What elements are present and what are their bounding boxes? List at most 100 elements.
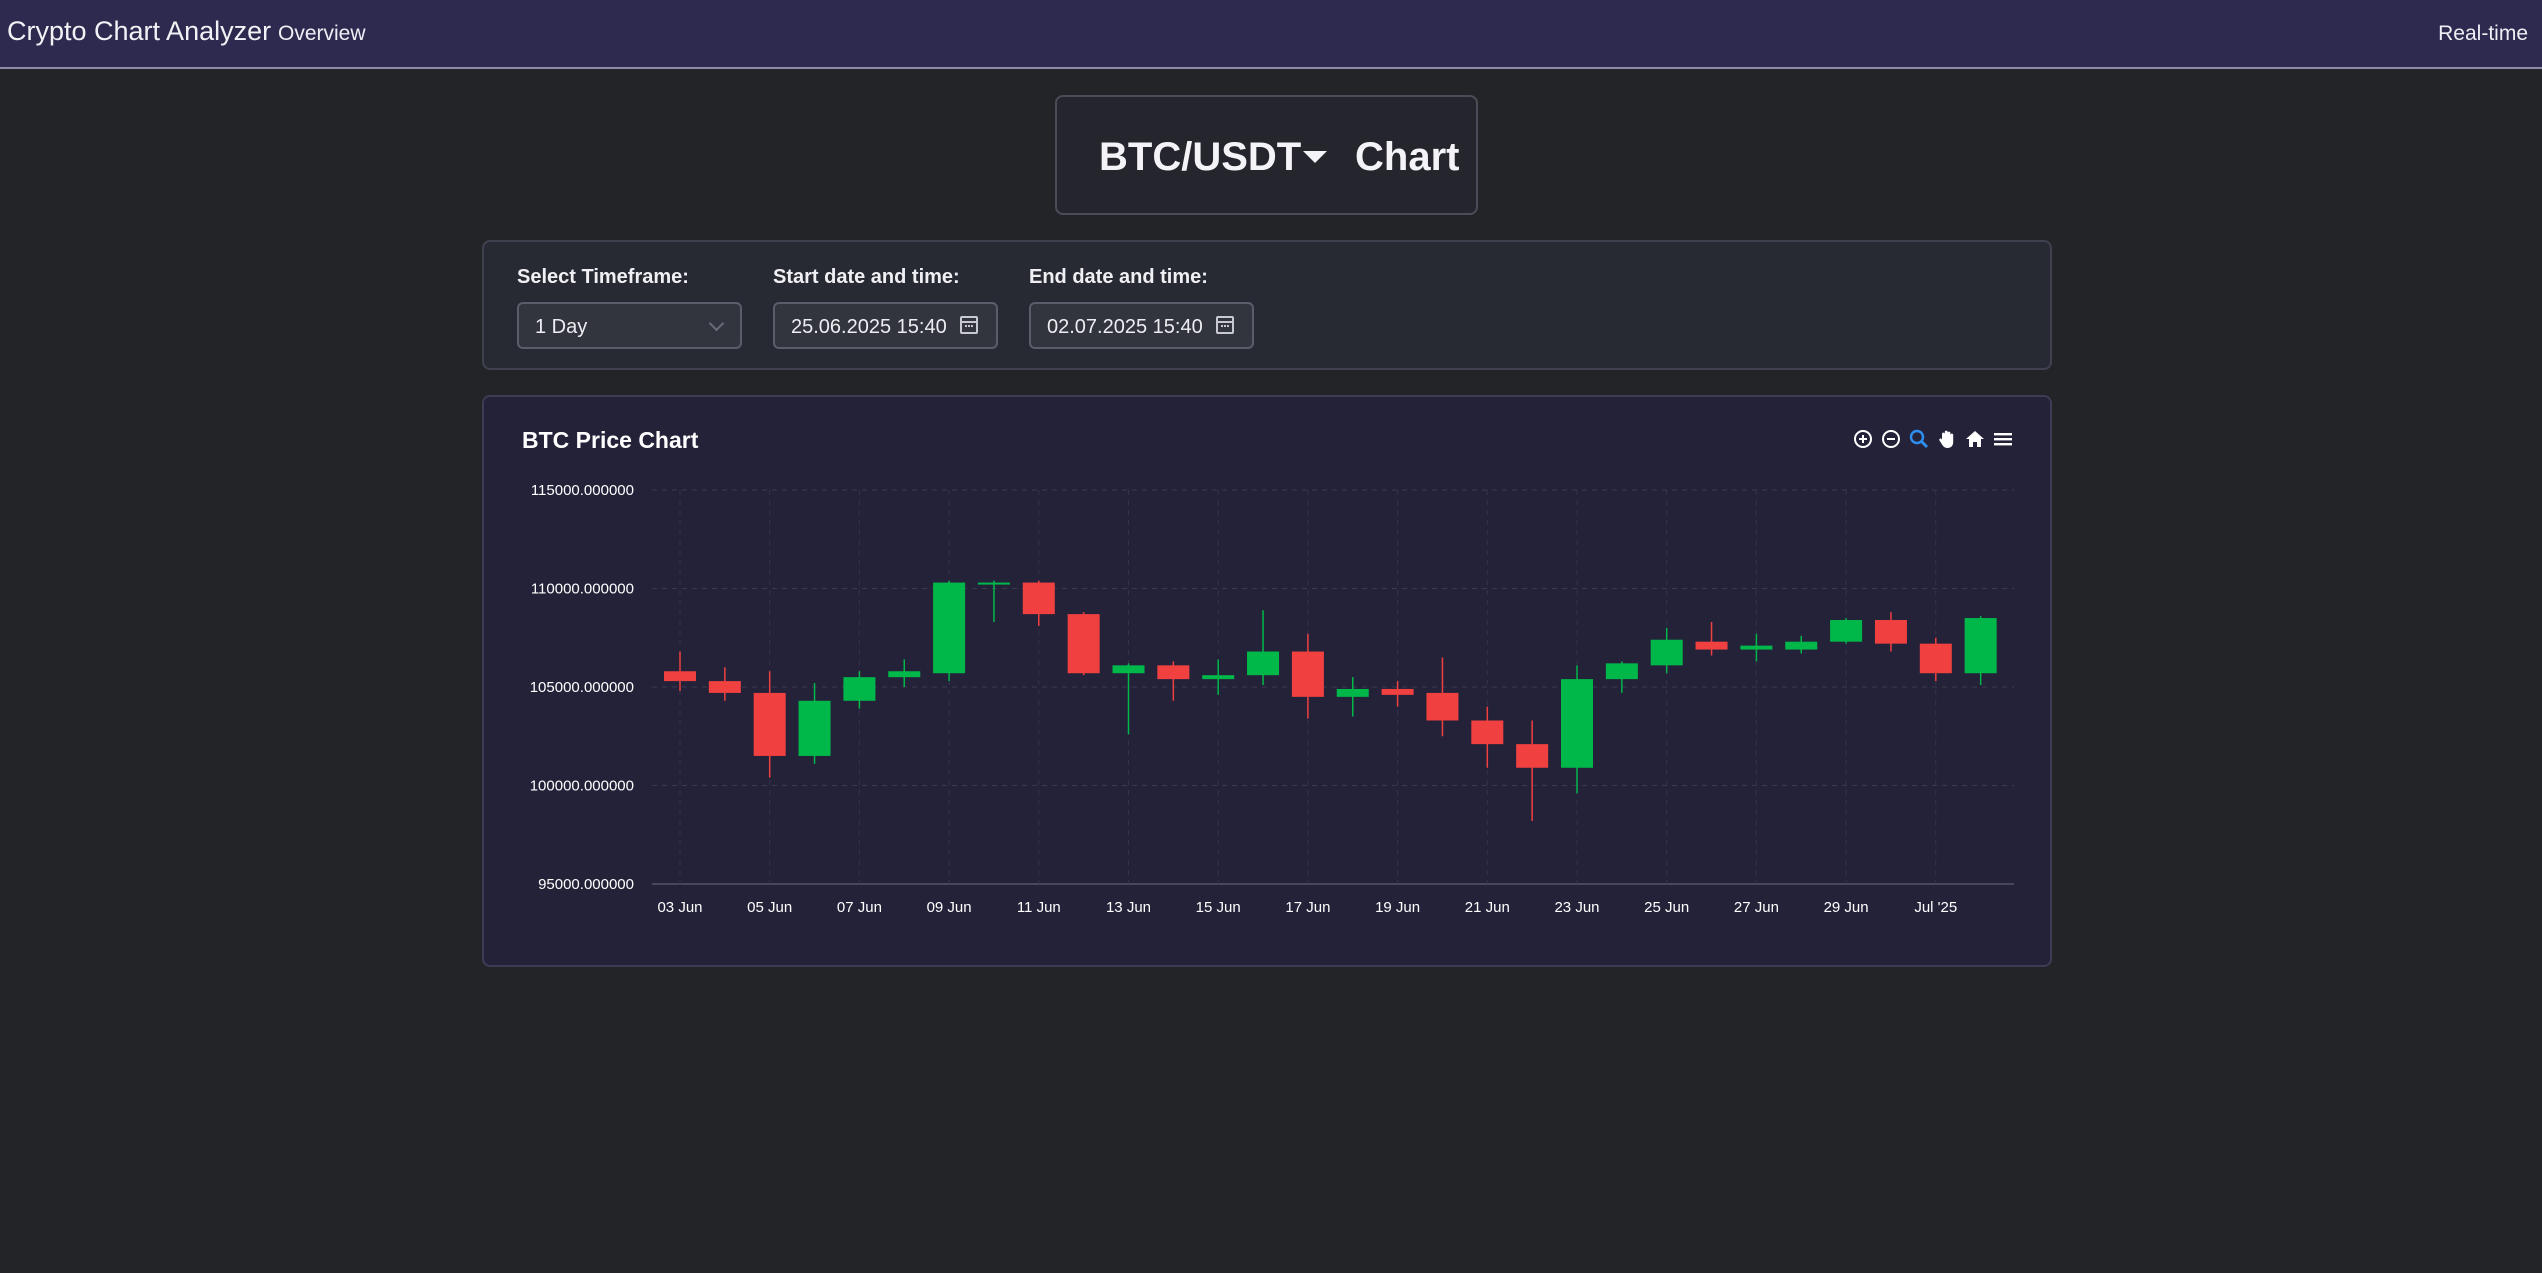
candle[interactable] [1202, 659, 1235, 695]
candle[interactable] [1022, 580, 1055, 626]
x-tick-label: 23 Jun [1554, 899, 1599, 916]
timeframe-select[interactable]: 1 Day [517, 302, 742, 349]
candle-body [1426, 692, 1459, 721]
candle[interactable] [708, 667, 741, 701]
x-tick-label: 17 Jun [1285, 899, 1330, 916]
pan-hand-icon[interactable] [1936, 428, 1958, 450]
start-date-label: Start date and time: [773, 266, 960, 288]
candle[interactable] [1740, 633, 1773, 662]
candle-body [1695, 641, 1728, 650]
candle-body [1561, 679, 1593, 768]
x-tick-label: 13 Jun [1106, 899, 1151, 916]
candle[interactable] [1650, 627, 1683, 674]
candle[interactable] [753, 671, 786, 778]
home-reset-icon[interactable] [1964, 428, 1986, 450]
candle-body [1291, 651, 1324, 697]
nav-link-realtime[interactable]: Real-time [2438, 22, 2528, 45]
candle-body [1381, 688, 1414, 695]
candle[interactable] [1381, 681, 1414, 707]
candle-body [1964, 618, 1997, 674]
controls-panel: Select Timeframe: 1 Day Start date and t… [482, 240, 2052, 370]
chart-toolbar [1852, 427, 2014, 451]
zoom-out-icon[interactable] [1880, 428, 1902, 450]
candle-body [1650, 639, 1683, 666]
zoom-select-icon[interactable] [1908, 428, 1930, 450]
candle[interactable] [1695, 621, 1728, 656]
candle-body [1785, 641, 1818, 650]
x-tick-label: 15 Jun [1196, 899, 1241, 916]
end-date-label: End date and time: [1029, 266, 1208, 288]
y-tick-label: 95000.000000 [538, 876, 634, 893]
candle-body [1247, 651, 1280, 676]
candle[interactable] [1830, 618, 1863, 644]
x-tick-label: 03 Jun [657, 899, 702, 916]
candle[interactable] [1605, 661, 1638, 693]
candle-body [933, 582, 966, 674]
candle-body [888, 671, 921, 678]
start-date-value: 25.06.2025 15:40 [791, 316, 947, 338]
candle[interactable] [977, 580, 1010, 622]
x-tick-label: 21 Jun [1465, 899, 1510, 916]
start-date-input[interactable]: 25.06.2025 15:40 [773, 302, 998, 349]
candle[interactable] [798, 683, 831, 764]
chart-card: 115000.000000 110000.000000 105000.000000 1… [482, 395, 2052, 967]
candle[interactable] [1785, 635, 1818, 654]
candlestick-chart[interactable]: 115000.000000 110000.000000 105000.000000 1… [484, 397, 2050, 965]
candle[interactable] [1964, 616, 1997, 686]
candle[interactable] [1471, 706, 1504, 768]
candle-body [843, 677, 876, 701]
chevron-down-icon [708, 315, 725, 332]
candle[interactable] [1426, 657, 1459, 737]
candle[interactable] [1561, 665, 1593, 794]
calendar-icon[interactable] [1216, 316, 1234, 334]
y-tick-label: 110000.000000 [531, 581, 634, 598]
nav-link-overview[interactable]: Overview [278, 22, 366, 45]
candle[interactable] [843, 671, 876, 709]
x-tick-label: 07 Jun [837, 899, 882, 916]
candle-body [1336, 688, 1369, 697]
candle[interactable] [1157, 661, 1190, 701]
candle-body [1112, 665, 1145, 674]
candle[interactable] [1247, 610, 1280, 686]
candle-body [977, 582, 1010, 585]
x-tick-label: 29 Jun [1824, 899, 1869, 916]
x-tick-label: 25 Jun [1644, 899, 1689, 916]
navbar: Crypto Chart Analyzer Overview Real-time [0, 0, 2542, 69]
candle[interactable] [1067, 612, 1100, 676]
end-date-input[interactable]: 02.07.2025 15:40 [1029, 302, 1254, 349]
candle-body [1157, 665, 1190, 680]
pair-header-suffix: Chart [1355, 135, 1460, 179]
x-tick-label: 27 Jun [1734, 899, 1779, 916]
candle-body [1919, 643, 1952, 674]
zoom-in-icon[interactable] [1852, 428, 1874, 450]
chart-title: BTC Price Chart [522, 427, 699, 453]
candle[interactable] [888, 659, 921, 687]
candle[interactable] [1516, 720, 1549, 821]
caret-down-icon[interactable] [1303, 151, 1327, 163]
x-tick-label: Jul '25 [1914, 899, 1957, 916]
candle-body [1874, 620, 1907, 644]
calendar-icon[interactable] [960, 316, 978, 334]
brand-link[interactable]: Crypto Chart Analyzer [7, 16, 272, 46]
candle[interactable] [1291, 633, 1324, 719]
pair-selector-header: BTC/USDT Chart [1055, 95, 1478, 215]
x-tick-label: 09 Jun [927, 899, 972, 916]
candle[interactable] [1336, 677, 1369, 717]
timeframe-label: Select Timeframe: [517, 266, 689, 288]
menu-icon[interactable] [1992, 428, 2014, 450]
candle-body [1022, 582, 1055, 615]
candle-body [753, 692, 786, 756]
candle-body [1830, 620, 1863, 642]
y-tick-label: 115000.000000 [531, 482, 634, 499]
candle[interactable] [1112, 663, 1145, 735]
candle[interactable] [1874, 612, 1907, 652]
candle[interactable] [664, 651, 696, 691]
candle[interactable] [933, 580, 966, 682]
candle[interactable] [1919, 637, 1952, 682]
x-tick-label: 11 Jun [1017, 899, 1061, 916]
pair-dropdown[interactable]: BTC/USDT [1099, 135, 1302, 179]
candle-body [664, 671, 696, 682]
y-tick-label: 100000.000000 [530, 778, 634, 795]
y-tick-label: 105000.000000 [530, 679, 634, 696]
candle-body [1471, 720, 1504, 745]
